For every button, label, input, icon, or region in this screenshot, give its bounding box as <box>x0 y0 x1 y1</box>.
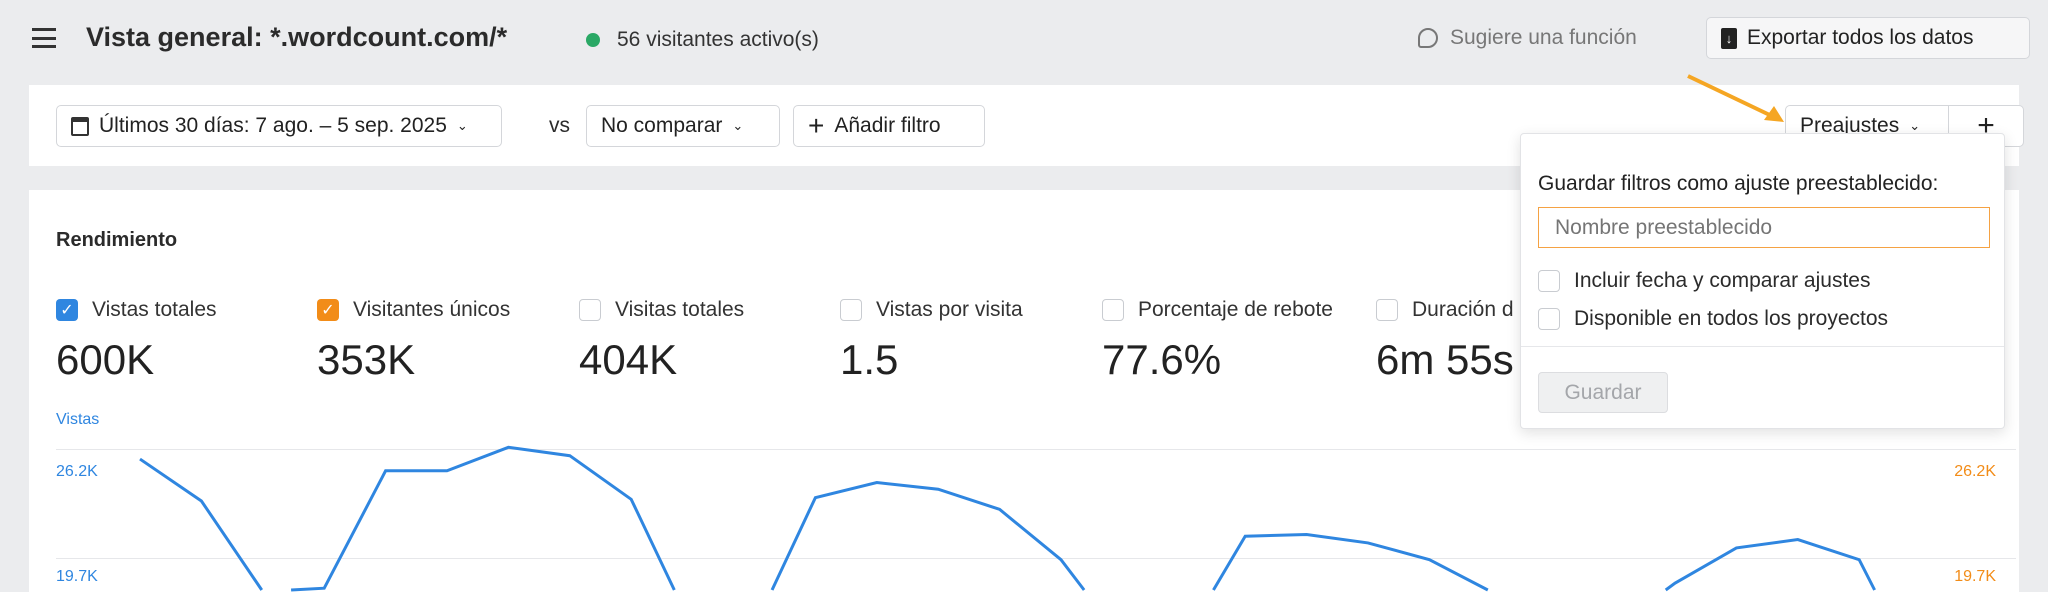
annotation-arrow <box>1687 74 1784 122</box>
chevron-down-icon: ⌄ <box>732 118 744 133</box>
y-tick-right: 26.2K <box>1954 463 1996 480</box>
checkbox[interactable] <box>840 299 862 321</box>
active-visitors: 56 visitantes activo(s) <box>617 28 819 51</box>
all-projects-option[interactable]: Disponible en todos los proyectos <box>1538 307 1888 331</box>
compare-select[interactable]: No comparar ⌄ <box>586 105 780 147</box>
export-button[interactable]: ↓ Exportar todos los datos <box>1706 17 2030 59</box>
check-icon: ✓ <box>321 302 335 319</box>
metric-toggle[interactable]: Vistas por visita <box>840 298 1023 322</box>
y-tick-right: 19.7K <box>1954 568 1996 585</box>
metric-label: Visitas totales <box>615 298 745 321</box>
speech-bubble-icon <box>1418 28 1438 48</box>
metric-3[interactable]: Vistas por visita 1.5 <box>840 298 1023 384</box>
metric-label: Visitantes únicos <box>353 298 511 321</box>
plus-icon: + <box>808 110 825 141</box>
suggest-feature-link[interactable]: Sugiere una función <box>1418 26 1637 50</box>
series-line-vistas <box>139 457 263 591</box>
include-date-option[interactable]: Incluir fecha y comparar ajustes <box>1538 269 1870 293</box>
metric-value: 77.6% <box>1102 336 1222 383</box>
metric-4[interactable]: Porcentaje de rebote 77.6% <box>1102 298 1333 384</box>
metric-label: Porcentaje de rebote <box>1138 298 1333 321</box>
series-line-vistas <box>1212 533 1489 592</box>
page-title: Vista general: *.wordcount.com/* <box>86 22 508 52</box>
metric-value: 1.5 <box>840 336 899 383</box>
chevron-down-icon: ⌄ <box>456 118 468 133</box>
series-line-vistas <box>1664 538 1876 592</box>
checkbox[interactable] <box>1538 270 1560 292</box>
series-line-vistas <box>770 481 1086 591</box>
popup-title: Guardar filtros como ajuste preestableci… <box>1538 172 1939 195</box>
metric-5[interactable]: Duración d 6m 55s <box>1376 298 1514 384</box>
checkbox[interactable]: ✓ <box>317 299 339 321</box>
metric-2[interactable]: Visitas totales 404K <box>579 298 744 384</box>
metric-label: Vistas por visita <box>876 298 1023 321</box>
preset-name-input[interactable] <box>1538 207 1990 248</box>
divider <box>1521 346 2004 347</box>
metric-value: 600K <box>56 336 155 383</box>
calendar-icon <box>71 116 89 136</box>
metric-value: 6m 55s <box>1376 336 1514 383</box>
series-line-vistas <box>291 445 676 592</box>
save-button[interactable]: Guardar <box>1538 372 1668 413</box>
checkbox[interactable] <box>579 299 601 321</box>
metric-toggle[interactable]: Visitas totales <box>579 298 744 322</box>
save-preset-popup: Guardar filtros como ajuste preestableci… <box>1520 133 2005 429</box>
metric-0[interactable]: ✓ Vistas totales 600K <box>56 298 217 384</box>
metric-toggle[interactable]: ✓ Visitantes únicos <box>317 298 510 322</box>
grid-line <box>56 449 2016 450</box>
date-range-select[interactable]: Últimos 30 días: 7 ago. – 5 sep. 2025 ⌄ <box>56 105 502 147</box>
y-axis-label: Vistas <box>56 411 100 428</box>
y-tick-left: 19.7K <box>56 568 98 585</box>
vs-label: vs <box>549 114 570 137</box>
active-status-dot <box>586 33 600 47</box>
chevron-down-icon: ⌄ <box>1909 118 1921 133</box>
metric-label: Duración d <box>1412 298 1514 321</box>
download-file-icon: ↓ <box>1721 27 1737 49</box>
menu-icon[interactable] <box>32 28 56 48</box>
add-filter-button[interactable]: + Añadir filtro <box>793 105 985 147</box>
metric-value: 353K <box>317 336 416 383</box>
metric-toggle[interactable]: Duración d <box>1376 298 1514 322</box>
checkbox[interactable] <box>1538 308 1560 330</box>
metric-toggle[interactable]: ✓ Vistas totales <box>56 298 217 322</box>
metric-toggle[interactable]: Porcentaje de rebote <box>1102 298 1333 322</box>
metric-1[interactable]: ✓ Visitantes únicos 353K <box>317 298 510 384</box>
section-title: Rendimiento <box>56 229 178 251</box>
y-tick-left: 26.2K <box>56 463 98 480</box>
metric-label: Vistas totales <box>92 298 217 321</box>
checkbox[interactable] <box>1376 299 1398 321</box>
checkbox[interactable]: ✓ <box>56 299 78 321</box>
grid-line <box>56 558 2016 559</box>
checkbox[interactable] <box>1102 299 1124 321</box>
metric-value: 404K <box>579 336 678 383</box>
check-icon: ✓ <box>60 302 74 319</box>
